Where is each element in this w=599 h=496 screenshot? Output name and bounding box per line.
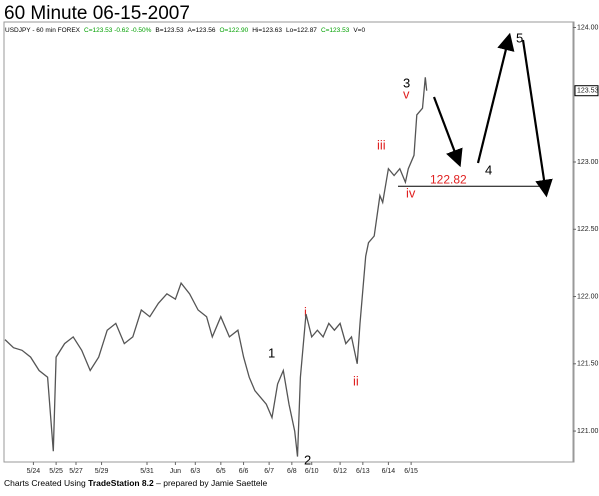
header-info: USDJPY - 60 min FOREX C=123.53 -0.62 -0.5… [5,27,365,34]
header-item: O=122.90 [219,27,248,34]
arrow [476,32,515,164]
level-label: 122.82 [430,172,467,186]
wave-label: 1 [268,345,275,360]
chart-title: 60 Minute 06-15-2007 [4,3,190,24]
price-line [4,77,428,457]
x-tick-label: 6/3 [190,468,200,475]
x-tick-label: 6/13 [356,468,370,475]
x-tick-label: 6/8 [287,468,297,475]
y-tick-label: 124.00 [577,24,599,31]
wave-label: v [403,86,410,101]
footer-text: Charts Created Using [4,478,88,488]
x-tick-label: 6/10 [305,468,319,475]
footer-text: – prepared by Jamie Saettele [154,478,268,488]
last-price-box [574,85,599,97]
header-item: A=123.56 [187,27,215,34]
header-item: C=123.53 [321,27,350,34]
header-item: Lo=122.87 [286,27,317,34]
y-tick-label: 122.50 [577,226,599,233]
x-tick-label: 6/14 [382,468,396,475]
x-tick-label: 6/15 [404,468,418,475]
y-tick-label: 122.00 [577,293,599,300]
header-item: Hi=123.63 [252,27,282,34]
wave-label: 4 [485,162,492,177]
plot-frame [3,21,575,463]
wave-label: 2 [304,452,311,467]
x-tick-label: 5/29 [95,468,109,475]
x-tick-label: Jun [170,468,181,475]
x-tick-label: 6/5 [216,468,226,475]
x-tick-label: 6/7 [264,468,274,475]
wave-label: 5 [516,30,523,45]
wave-label: 3 [403,75,410,90]
y-tick-label: 121.50 [577,361,599,368]
x-tick-label: 5/31 [140,468,154,475]
arrow [521,39,553,198]
header-item: V=0 [353,27,365,34]
header-item: C=123.53 -0.62 -0.50% [84,27,152,34]
y-tick-label: 123.00 [577,159,599,166]
wave-label: iv [406,185,416,200]
x-tick-label: 6/6 [239,468,249,475]
x-tick-label: 6/12 [333,468,347,475]
footer: Charts Created Using TradeStation 8.2 – … [4,478,267,488]
last-price-label: 123.53 [577,88,599,95]
wave-label: ii [353,373,359,388]
arrow [432,96,463,168]
footer-brand: TradeStation 8.2 [88,478,154,488]
header-item: USDJPY - 60 min FOREX [5,27,81,34]
wave-label: i [304,304,307,319]
header-item: B=123.53 [155,27,183,34]
x-tick-label: 5/27 [69,468,83,475]
x-tick-label: 5/25 [49,468,63,475]
x-tick-label: 5/24 [27,468,41,475]
y-tick-label: 121.00 [577,428,599,435]
projection-arrows [432,32,553,198]
wave-label: iii [377,137,386,152]
